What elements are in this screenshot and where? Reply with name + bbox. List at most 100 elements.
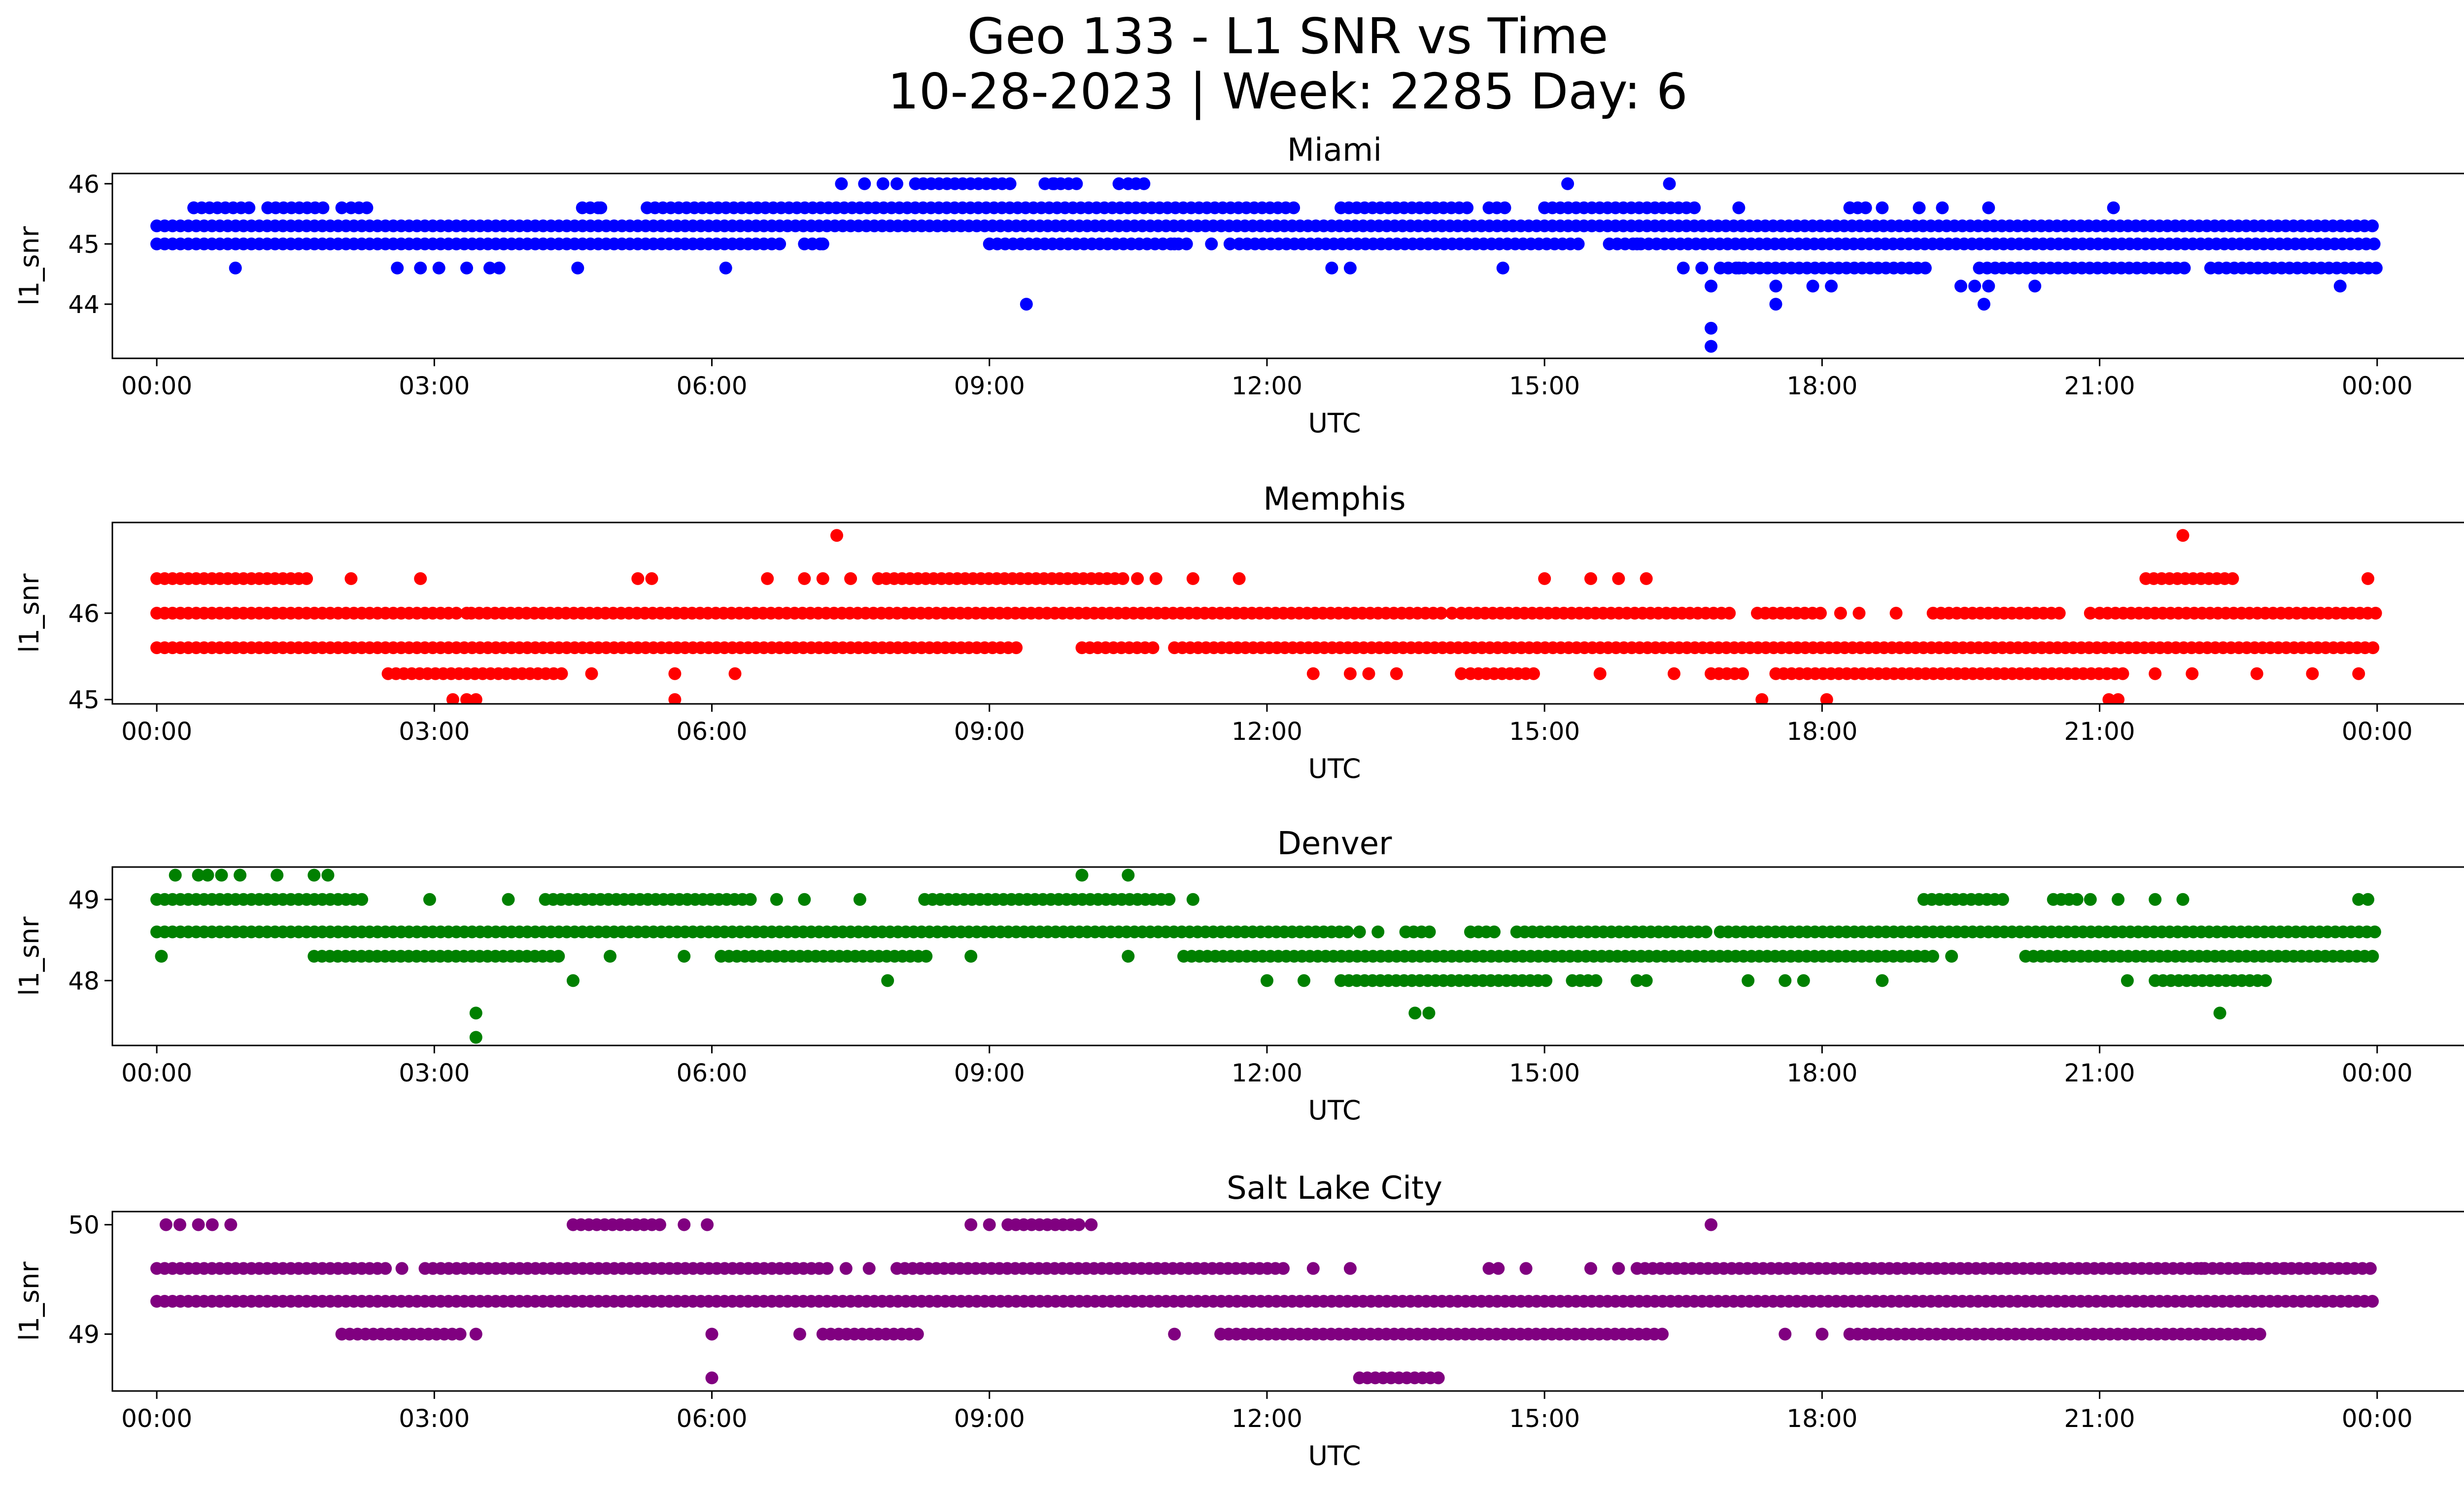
x-axis-label: UTC [1308, 408, 1361, 439]
data-point [2070, 893, 2084, 906]
data-point [453, 1327, 467, 1341]
data-point [1149, 572, 1163, 585]
y-tick-label: 46 [68, 599, 100, 628]
x-tick-label: 15:00 [1509, 372, 1580, 400]
data-point [1461, 201, 1474, 214]
data-point [1408, 1007, 1422, 1020]
data-point [2178, 261, 2191, 275]
data-point [744, 893, 757, 906]
y-axis-label: l1_snr [14, 226, 45, 306]
data-point [502, 893, 515, 906]
data-point [159, 1218, 172, 1231]
x-tick-label: 21:00 [2064, 1404, 2135, 1433]
x-tick-label: 09:00 [954, 1059, 1025, 1087]
data-point [1498, 201, 1511, 214]
data-point [1779, 974, 1792, 987]
data-point [201, 869, 214, 882]
data-point [169, 869, 182, 882]
data-point [2352, 667, 2365, 680]
data-point [1435, 607, 1448, 620]
data-point [1968, 279, 1982, 293]
x-tick-label: 06:00 [676, 717, 747, 746]
data-point [1085, 1218, 1098, 1231]
x-tick-label: 03:00 [399, 717, 470, 746]
data-point [1432, 1371, 1445, 1385]
data-point [1723, 607, 1736, 620]
data-point [2186, 667, 2199, 680]
x-tick-label: 18:00 [1786, 717, 1857, 746]
x-tick-label: 18:00 [1786, 372, 1857, 400]
data-point [2367, 237, 2381, 250]
data-point [571, 261, 584, 275]
data-point [881, 974, 894, 987]
data-point [1223, 237, 1236, 250]
data-point [2028, 279, 2042, 293]
data-point [1806, 279, 1819, 293]
data-point [1341, 925, 1354, 939]
data-point [1705, 279, 1718, 293]
data-point [604, 950, 616, 963]
data-point [2361, 893, 2374, 906]
data-point [821, 1262, 834, 1275]
axes-frame [111, 173, 2464, 359]
data-point [1852, 607, 1866, 620]
subplot-title: Denver [1277, 826, 1392, 862]
data-point [1261, 974, 1273, 987]
data-point [1630, 974, 1643, 987]
data-point [271, 869, 284, 882]
data-point [1146, 641, 1160, 655]
x-tick-label: 15:00 [1509, 1404, 1580, 1433]
data-point [1889, 607, 1903, 620]
data-point [187, 201, 201, 214]
data-point [964, 950, 978, 963]
data-point [2107, 201, 2120, 214]
data-point [1945, 950, 1958, 963]
data-point [1954, 279, 1967, 293]
data-point [1353, 925, 1366, 939]
data-point [1918, 261, 1932, 275]
data-point [1663, 177, 1676, 190]
x-tick-label: 03:00 [399, 372, 470, 400]
page-title: Geo 133 - L1 SNR vs Time 10-28-2023 | We… [0, 9, 2464, 119]
x-tick-label: 06:00 [676, 1404, 747, 1433]
data-point [1010, 641, 1023, 655]
data-point [395, 1262, 409, 1275]
data-point [594, 201, 608, 214]
data-point [1540, 974, 1553, 987]
x-tick-label: 00:00 [2342, 1404, 2413, 1433]
data-point [1116, 572, 1129, 585]
data-point [1527, 667, 1540, 680]
axes-frame [111, 1211, 2464, 1392]
x-tick-label: 21:00 [2064, 372, 2135, 400]
data-point [205, 1218, 219, 1231]
data-point [173, 1218, 186, 1231]
data-point [1656, 1327, 1669, 1341]
data-point [1936, 201, 1949, 214]
data-point [2253, 1327, 2266, 1341]
data-point [2195, 1262, 2208, 1275]
data-point [1982, 201, 1995, 214]
chart-denver: Denver 00:00 03:00 06:00 09:00 12:00 15:00 18:0… [14, 826, 2464, 1126]
data-point [2250, 667, 2263, 680]
data-point [1390, 667, 1403, 680]
data-point [1996, 893, 2009, 906]
x-tick-label: 00:00 [121, 1059, 192, 1087]
data-point [1205, 237, 1218, 250]
data-point [321, 869, 335, 882]
data-point [835, 177, 848, 190]
data-point [983, 1218, 996, 1231]
x-tick-label: 03:00 [399, 1059, 470, 1087]
data-point [2149, 667, 2162, 680]
data-point [1362, 667, 1375, 680]
data-point [2149, 893, 2162, 906]
data-point [483, 261, 496, 275]
x-tick-label: 03:00 [399, 1404, 470, 1433]
x-tick-label: 00:00 [121, 372, 192, 400]
data-point [391, 261, 404, 275]
data-point [192, 1218, 205, 1231]
data-point [1492, 1262, 1505, 1275]
data-point [1732, 261, 1745, 275]
x-tick-label: 09:00 [954, 717, 1025, 746]
data-point [2121, 974, 2134, 987]
data-point [1825, 279, 1838, 293]
